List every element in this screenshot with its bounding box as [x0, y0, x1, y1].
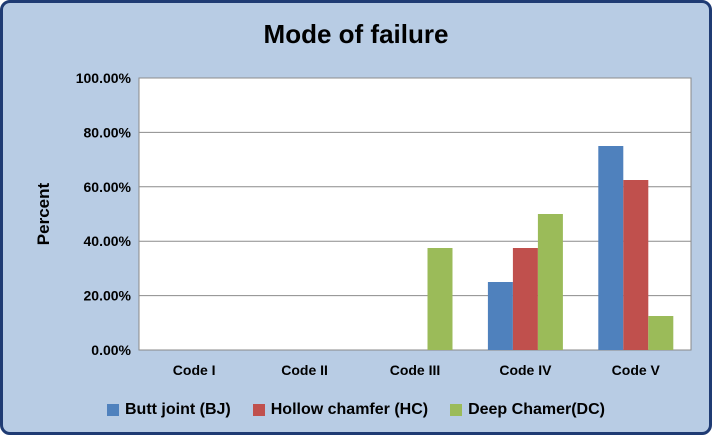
bar — [512, 248, 538, 350]
x-tick-label: Code II — [281, 362, 328, 378]
legend-item: Hollow chamfer (HC) — [252, 401, 429, 419]
bar-chart: 0.00% 20.00% 40.00% 60.00% 80.00% 100.00% Cod… — [34, 70, 692, 378]
x-tick-labels: Code I Code II Code III Code IV Code V — [173, 362, 661, 378]
y-tick-labels: 0.00% 20.00% 40.00% 60.00% 80.00% 100.00% — [76, 70, 132, 358]
y-tick-label: 80.00% — [84, 124, 132, 140]
y-axis-label: Percent — [34, 182, 53, 245]
chart-title: Mode of failure — [263, 19, 449, 49]
y-tick-label: 40.00% — [84, 233, 132, 249]
legend: Butt joint (BJ) Hollow chamfer (HC) Deep C… — [3, 401, 709, 419]
x-tick-label: Code I — [173, 362, 216, 378]
bar — [648, 316, 674, 350]
y-tick-label: 60.00% — [84, 179, 132, 195]
legend-label: Hollow chamfer (HC) — [270, 401, 429, 418]
x-tick-label: Code III — [390, 362, 441, 378]
legend-label: Butt joint (BJ) — [124, 401, 231, 418]
legend-item: Deep Chamer(DC) — [450, 401, 605, 419]
bar — [598, 146, 624, 350]
y-tick-label: 100.00% — [76, 70, 132, 86]
legend-item: Butt joint (BJ) — [106, 401, 231, 419]
y-tick-label: 20.00% — [84, 288, 132, 304]
x-tick-label: Code IV — [499, 362, 552, 378]
legend-label: Deep Chamer(DC) — [468, 401, 605, 418]
legend-swatch — [252, 404, 265, 416]
bar — [427, 248, 453, 350]
bar — [537, 214, 563, 350]
y-tick-label: 0.00% — [91, 342, 131, 358]
x-tick-label: Code V — [612, 362, 661, 378]
bar — [623, 180, 649, 350]
bars — [427, 146, 674, 350]
legend-swatch — [106, 404, 119, 416]
legend-swatch — [450, 404, 463, 416]
bar — [487, 282, 513, 350]
